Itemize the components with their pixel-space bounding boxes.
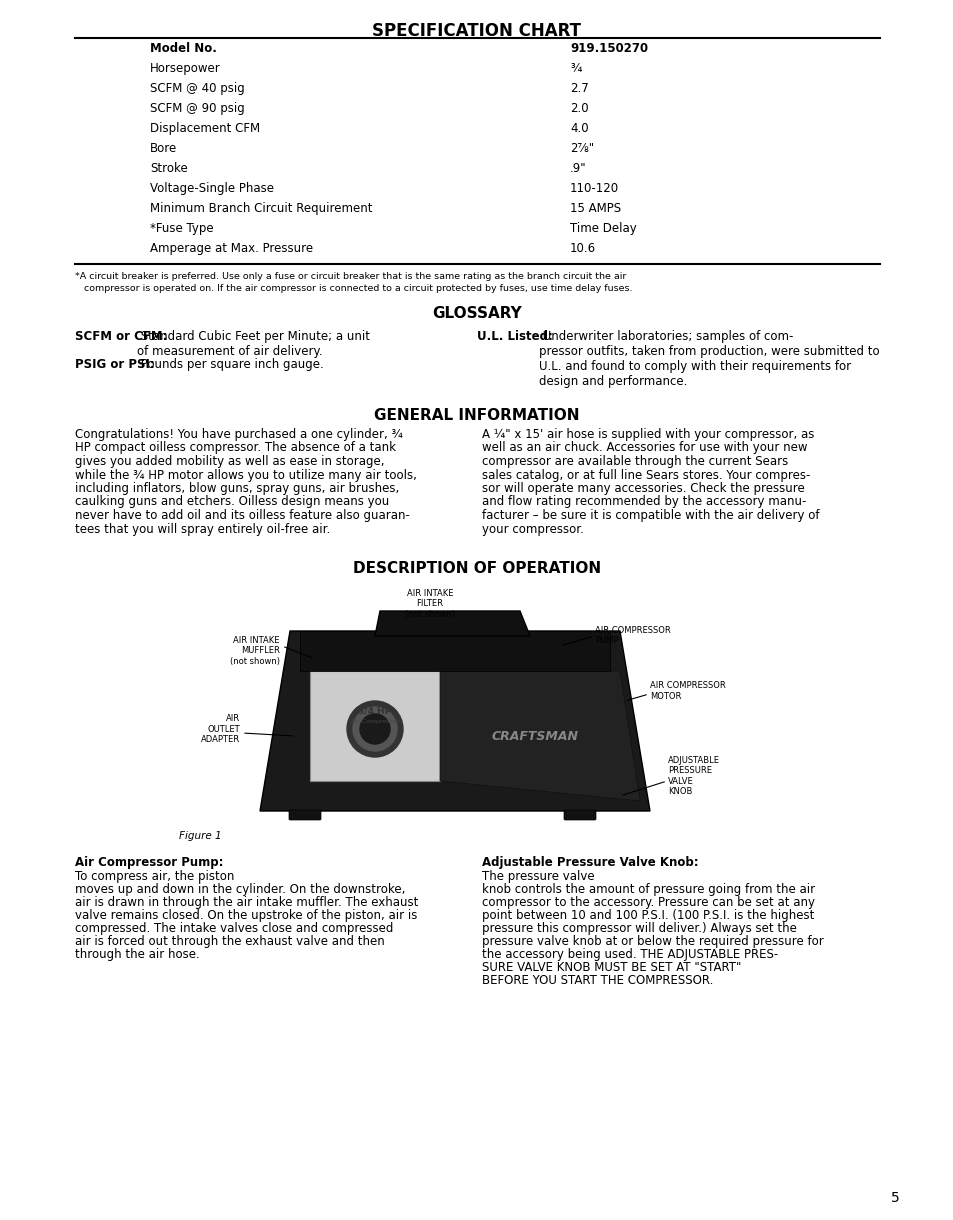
Text: tees that you will spray entirely oil-free air.: tees that you will spray entirely oil-fr… (75, 522, 330, 536)
Text: AIR
OUTLET
ADAPTER: AIR OUTLET ADAPTER (201, 714, 240, 744)
Text: through the air hose.: through the air hose. (75, 948, 199, 961)
Text: point between 10 and 100 P.S.I. (100 P.S.I. is the highest: point between 10 and 100 P.S.I. (100 P.S… (481, 909, 814, 922)
Text: Bore: Bore (150, 142, 177, 155)
Text: *Fuse Type: *Fuse Type (150, 222, 213, 235)
Text: CRAFTSMAN: CRAFTSMAN (491, 730, 578, 743)
Text: Horsepower: Horsepower (150, 62, 220, 74)
Text: Stroke: Stroke (150, 162, 188, 174)
Text: ADJUSTABLE
PRESSURE
VALVE
KNOB: ADJUSTABLE PRESSURE VALVE KNOB (667, 756, 720, 797)
Text: Minimum Branch Circuit Requirement: Minimum Branch Circuit Requirement (150, 203, 372, 215)
Text: while the ¾ HP motor allows you to utilize many air tools,: while the ¾ HP motor allows you to utili… (75, 468, 416, 482)
FancyBboxPatch shape (289, 810, 320, 820)
Text: SPECIFICATION CHART: SPECIFICATION CHART (372, 22, 581, 40)
Text: GLOSSARY: GLOSSARY (432, 306, 521, 321)
Text: 110-120: 110-120 (569, 182, 618, 195)
Text: compressor are available through the current Sears: compressor are available through the cur… (481, 455, 787, 468)
Text: pressure valve knob at or below the required pressure for: pressure valve knob at or below the requ… (481, 935, 822, 948)
Text: Congratulations! You have purchased a one cylinder, ¾: Congratulations! You have purchased a on… (75, 428, 402, 440)
Text: Standard Cubic Feet per Minute; a unit
of measurement of air delivery.: Standard Cubic Feet per Minute; a unit o… (137, 329, 370, 357)
Text: 2.0: 2.0 (569, 102, 588, 115)
Text: The pressure valve: The pressure valve (481, 870, 594, 883)
Text: 3/4 HP: 3/4 HP (358, 706, 392, 715)
Circle shape (353, 708, 396, 752)
Text: compressor to the accessory. Pressure can be set at any: compressor to the accessory. Pressure ca… (481, 895, 814, 909)
Text: Model No.: Model No. (150, 41, 216, 55)
Text: Voltage-Single Phase: Voltage-Single Phase (150, 182, 274, 195)
Text: sor will operate many accessories. Check the pressure: sor will operate many accessories. Check… (481, 482, 804, 495)
Text: Air Compressor Pump:: Air Compressor Pump: (75, 856, 223, 869)
Text: Air Compressor: Air Compressor (351, 719, 398, 723)
Text: DESCRIPTION OF OPERATION: DESCRIPTION OF OPERATION (353, 561, 600, 576)
Text: well as an air chuck. Accessories for use with your new: well as an air chuck. Accessories for us… (481, 442, 806, 455)
Text: SCFM @ 40 psig: SCFM @ 40 psig (150, 82, 245, 95)
Text: 2.7: 2.7 (569, 82, 588, 95)
Text: Amperage at Max. Pressure: Amperage at Max. Pressure (150, 242, 313, 255)
Polygon shape (439, 671, 639, 802)
Text: Displacement CFM: Displacement CFM (150, 122, 260, 135)
Text: Adjustable Pressure Valve Knob:: Adjustable Pressure Valve Knob: (481, 856, 698, 869)
Text: PSIG or PSI:: PSIG or PSI: (75, 357, 154, 371)
Text: SURE VALVE KNOB MUST BE SET AT "START": SURE VALVE KNOB MUST BE SET AT "START" (481, 961, 740, 974)
Text: AIR COMPRESSOR
PUMP: AIR COMPRESSOR PUMP (595, 626, 670, 645)
Polygon shape (299, 631, 609, 671)
Text: AIR INTAKE
MUFFLER
(not shown): AIR INTAKE MUFFLER (not shown) (230, 636, 280, 666)
Text: knob controls the amount of pressure going from the air: knob controls the amount of pressure goi… (481, 883, 814, 895)
Text: Time Delay: Time Delay (569, 222, 636, 235)
Text: Pounds per square inch gauge.: Pounds per square inch gauge. (137, 357, 324, 371)
Text: BEFORE YOU START THE COMPRESSOR.: BEFORE YOU START THE COMPRESSOR. (481, 974, 713, 987)
Text: pressure this compressor will deliver.) Always set the: pressure this compressor will deliver.) … (481, 922, 796, 935)
Text: *A circuit breaker is preferred. Use only a fuse or circuit breaker that is the : *A circuit breaker is preferred. Use onl… (75, 272, 626, 281)
Text: 15 AMPS: 15 AMPS (569, 203, 620, 215)
Text: SCFM @ 90 psig: SCFM @ 90 psig (150, 102, 245, 115)
Text: .9": .9" (569, 162, 586, 174)
Text: valve remains closed. On the upstroke of the piston, air is: valve remains closed. On the upstroke of… (75, 909, 417, 922)
Text: and flow rating recommended by the accessory manu-: and flow rating recommended by the acces… (481, 495, 805, 509)
Text: To compress air, the piston: To compress air, the piston (75, 870, 234, 883)
Text: GENERAL INFORMATION: GENERAL INFORMATION (374, 407, 579, 423)
Text: caulking guns and etchers. Oilless design means you: caulking guns and etchers. Oilless desig… (75, 495, 389, 509)
Text: 2⅞": 2⅞" (569, 142, 594, 155)
Text: AIR COMPRESSOR
MOTOR: AIR COMPRESSOR MOTOR (649, 681, 725, 700)
Text: moves up and down in the cylinder. On the downstroke,: moves up and down in the cylinder. On th… (75, 883, 405, 895)
Text: ¾: ¾ (569, 62, 580, 74)
Circle shape (359, 714, 390, 744)
Text: compressed. The intake valves close and compressed: compressed. The intake valves close and … (75, 922, 393, 935)
Text: 4.0: 4.0 (569, 122, 588, 135)
Text: 5: 5 (890, 1191, 899, 1205)
Text: HP compact oilless compressor. The absence of a tank: HP compact oilless compressor. The absen… (75, 442, 395, 455)
Text: facturer – be sure it is compatible with the air delivery of: facturer – be sure it is compatible with… (481, 509, 819, 522)
Circle shape (347, 702, 402, 756)
Polygon shape (310, 671, 439, 781)
Text: U.L. Listed:: U.L. Listed: (476, 329, 553, 343)
Text: SCFM or CFM:: SCFM or CFM: (75, 329, 168, 343)
Polygon shape (375, 611, 530, 636)
Text: Underwriter laboratories; samples of com-
pressor outfits, taken from production: Underwriter laboratories; samples of com… (538, 329, 879, 388)
Text: your compressor.: your compressor. (481, 522, 583, 536)
Polygon shape (260, 631, 649, 811)
Text: air is forced out through the exhaust valve and then: air is forced out through the exhaust va… (75, 935, 384, 948)
Text: never have to add oil and its oilless feature also guaran-: never have to add oil and its oilless fe… (75, 509, 410, 522)
Text: 919.150270: 919.150270 (569, 41, 647, 55)
Text: including inflators, blow guns, spray guns, air brushes,: including inflators, blow guns, spray gu… (75, 482, 399, 495)
Text: gives you added mobility as well as ease in storage,: gives you added mobility as well as ease… (75, 455, 384, 468)
Text: compressor is operated on. If the air compressor is connected to a circuit prote: compressor is operated on. If the air co… (75, 284, 632, 293)
Text: A ¼" x 15' air hose is supplied with your compressor, as: A ¼" x 15' air hose is supplied with you… (481, 428, 814, 440)
Text: Figure 1: Figure 1 (178, 831, 221, 841)
Text: 10.6: 10.6 (569, 242, 596, 255)
Text: the accessory being used. THE ADJUSTABLE PRES-: the accessory being used. THE ADJUSTABLE… (481, 948, 778, 961)
Text: air is drawn in through the air intake muffler. The exhaust: air is drawn in through the air intake m… (75, 895, 418, 909)
FancyBboxPatch shape (563, 810, 596, 820)
Text: sales catalog, or at full line Sears stores. Your compres-: sales catalog, or at full line Sears sto… (481, 468, 809, 482)
Text: AIR INTAKE
FILTER
(not shown): AIR INTAKE FILTER (not shown) (405, 589, 455, 619)
